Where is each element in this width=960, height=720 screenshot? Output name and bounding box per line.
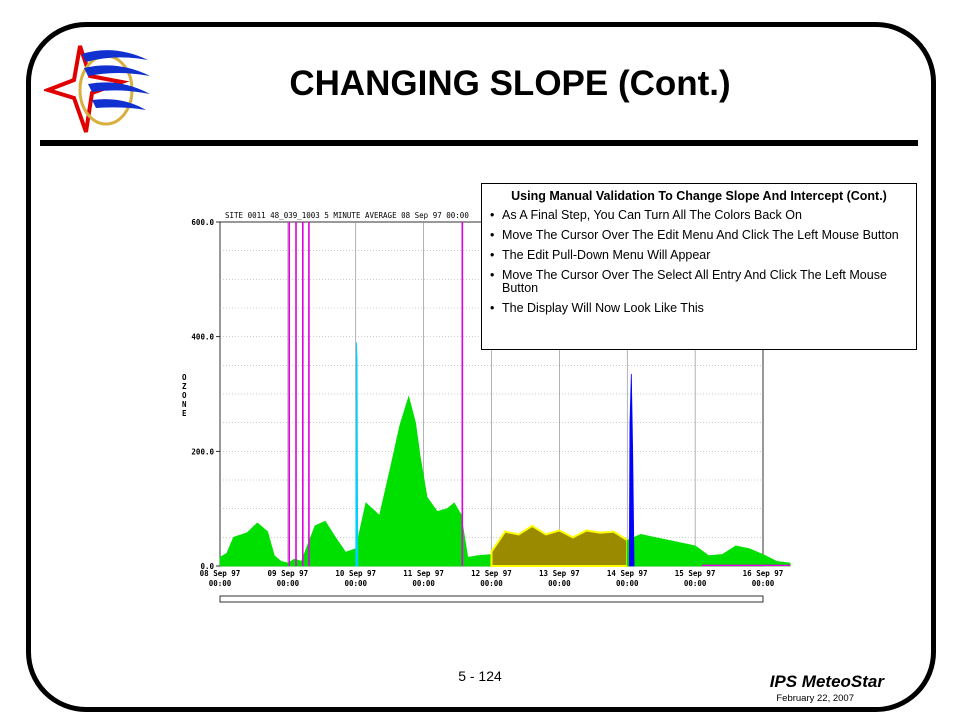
x-tick-label: 16 Sep 97 bbox=[743, 569, 784, 578]
x-tick-label: 00:00 bbox=[616, 579, 639, 588]
series-area bbox=[355, 342, 359, 567]
callout-bullet: The Edit Pull-Down Menu Will Appear bbox=[490, 249, 908, 263]
y-tick-label: 200.0 bbox=[191, 447, 214, 456]
x-tick-label: 00:00 bbox=[752, 579, 775, 588]
y-tick-label: 400.0 bbox=[191, 333, 214, 342]
series-area bbox=[628, 373, 635, 567]
chart-header: SITE 0011 48_039_1003 5 MINUTE AVERAGE 0… bbox=[225, 211, 469, 220]
x-tick-label: 10 Sep 97 bbox=[335, 569, 376, 578]
x-tick-label: 00:00 bbox=[480, 579, 503, 588]
chart-plot bbox=[219, 342, 791, 567]
x-tick-label: 00:00 bbox=[548, 579, 571, 588]
x-tick-label: 00:00 bbox=[277, 579, 300, 588]
x-tick-label: 00:00 bbox=[209, 579, 232, 588]
callout-bullet: As A Final Step, You Can Turn All The Co… bbox=[490, 209, 908, 223]
callout-title: Using Manual Validation To Change Slope … bbox=[511, 189, 887, 203]
y-tick-label: 0.0 bbox=[200, 562, 214, 571]
y-axis-label-char: O bbox=[182, 373, 187, 382]
x-tick-label: 00:00 bbox=[412, 579, 435, 588]
y-axis-label-char: E bbox=[182, 409, 187, 418]
slide-frame bbox=[26, 22, 936, 712]
instruction-callout: Using Manual Validation To Change Slope … bbox=[481, 183, 917, 350]
ozone-chart: SITE 0011 48_039_1003 5 MINUTE AVERAGE 0… bbox=[182, 211, 791, 603]
x-tick-label: 13 Sep 97 bbox=[539, 569, 580, 578]
x-tick-label: 00:00 bbox=[684, 579, 707, 588]
callout-list: As A Final Step, You Can Turn All The Co… bbox=[490, 209, 908, 316]
page-number: 5 - 124 bbox=[458, 668, 502, 684]
brand-name: IPS MeteoStar bbox=[769, 672, 884, 691]
x-tick-label: 09 Sep 97 bbox=[268, 569, 309, 578]
y-axis-label-char: O bbox=[182, 391, 187, 400]
callout-bullet: Move The Cursor Over The Select All Entr… bbox=[490, 269, 908, 295]
callout-bullet: The Display Will Now Look Like This bbox=[490, 302, 908, 316]
x-tick-label: 14 Sep 97 bbox=[607, 569, 648, 578]
y-axis-label-char: Z bbox=[182, 382, 187, 391]
meteostar-logo bbox=[44, 45, 150, 133]
chart-markers bbox=[288, 222, 464, 566]
title-divider bbox=[40, 140, 918, 146]
x-tick-label: 12 Sep 97 bbox=[471, 569, 512, 578]
y-axis-label-char: N bbox=[182, 400, 187, 409]
x-tick-label: 15 Sep 97 bbox=[675, 569, 716, 578]
slide-date: February 22, 2007 bbox=[776, 693, 854, 704]
x-tick-label: 00:00 bbox=[344, 579, 367, 588]
callout-bullet: Move The Cursor Over The Edit Menu And C… bbox=[490, 229, 908, 243]
chart-scrollbar bbox=[219, 595, 764, 603]
series-area bbox=[626, 534, 791, 567]
series-area bbox=[219, 395, 492, 567]
page-title: CHANGING SLOPE (Cont.) bbox=[289, 64, 731, 103]
series-area bbox=[490, 524, 629, 567]
x-tick-label: 08 Sep 97 bbox=[200, 569, 241, 578]
chart-grid bbox=[219, 221, 764, 567]
x-tick-label: 11 Sep 97 bbox=[403, 569, 444, 578]
y-tick-label: 600.0 bbox=[191, 218, 214, 227]
